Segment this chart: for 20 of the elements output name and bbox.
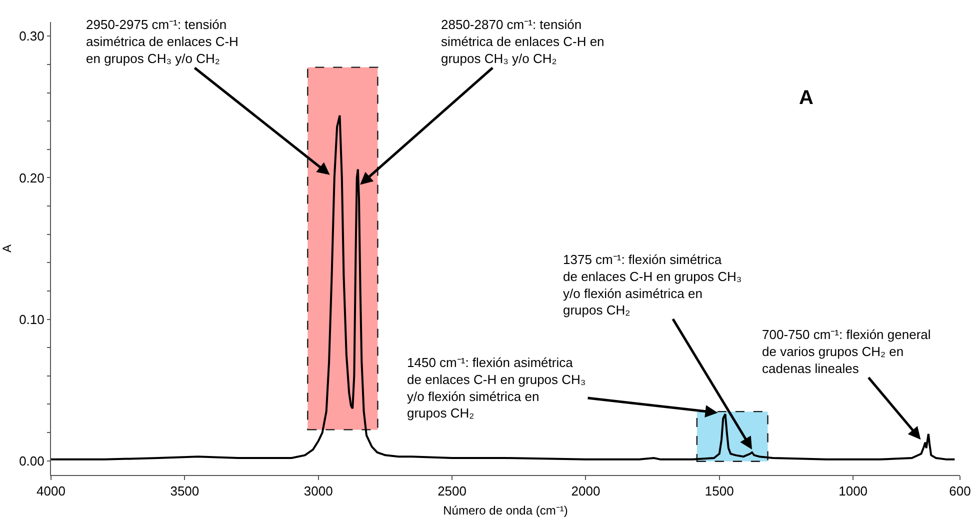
x-tick-label: 3000 — [304, 484, 333, 499]
annotation: 2950-2975 cm⁻¹: tensión asimétrica de enlaces C-H en grupos CH₃ y/o CH₂ — [86, 17, 238, 66]
x-tick-label: 1500 — [704, 484, 734, 499]
annotation: 1375 cm⁻¹: flexión simétrica de enlaces C-H en grupos CH₃ y/o flexión asimétrica en grupos CH₂ — [563, 252, 742, 318]
y-tick-label: 0.30 — [19, 28, 44, 44]
x-tick-label: 2000 — [571, 484, 600, 499]
x-tick-label: 3500 — [170, 484, 200, 499]
annotation: 700-750 cm⁻¹: flexión general de varios grupos CH₂ en cadenas lineales — [762, 327, 931, 376]
x-tick-label: 4000 — [36, 484, 66, 499]
x-axis-title: Número de onda (cm⁻¹) — [443, 504, 568, 518]
annotation: 1450 cm⁻¹: flexión asimétrica de enlaces C-H en grupos CH₃ y/o flexión simétrica en grupos CH₂ — [407, 355, 586, 421]
y-tick-label: 0.00 — [19, 453, 44, 468]
annotation: A — [799, 87, 814, 109]
x-tick-label: 1000 — [838, 484, 868, 499]
annotation: 2850-2870 cm⁻¹: tensión simétrica de enlaces C-H en grupos CH₃ y/o CH₂ — [441, 17, 604, 66]
x-tick-label: 600 — [949, 484, 971, 499]
x-tick-label: 2500 — [438, 484, 466, 499]
y-tick-label: 0.20 — [19, 170, 44, 186]
y-tick-label: 0.10 — [19, 312, 44, 327]
y-axis-title: A — [0, 244, 14, 253]
